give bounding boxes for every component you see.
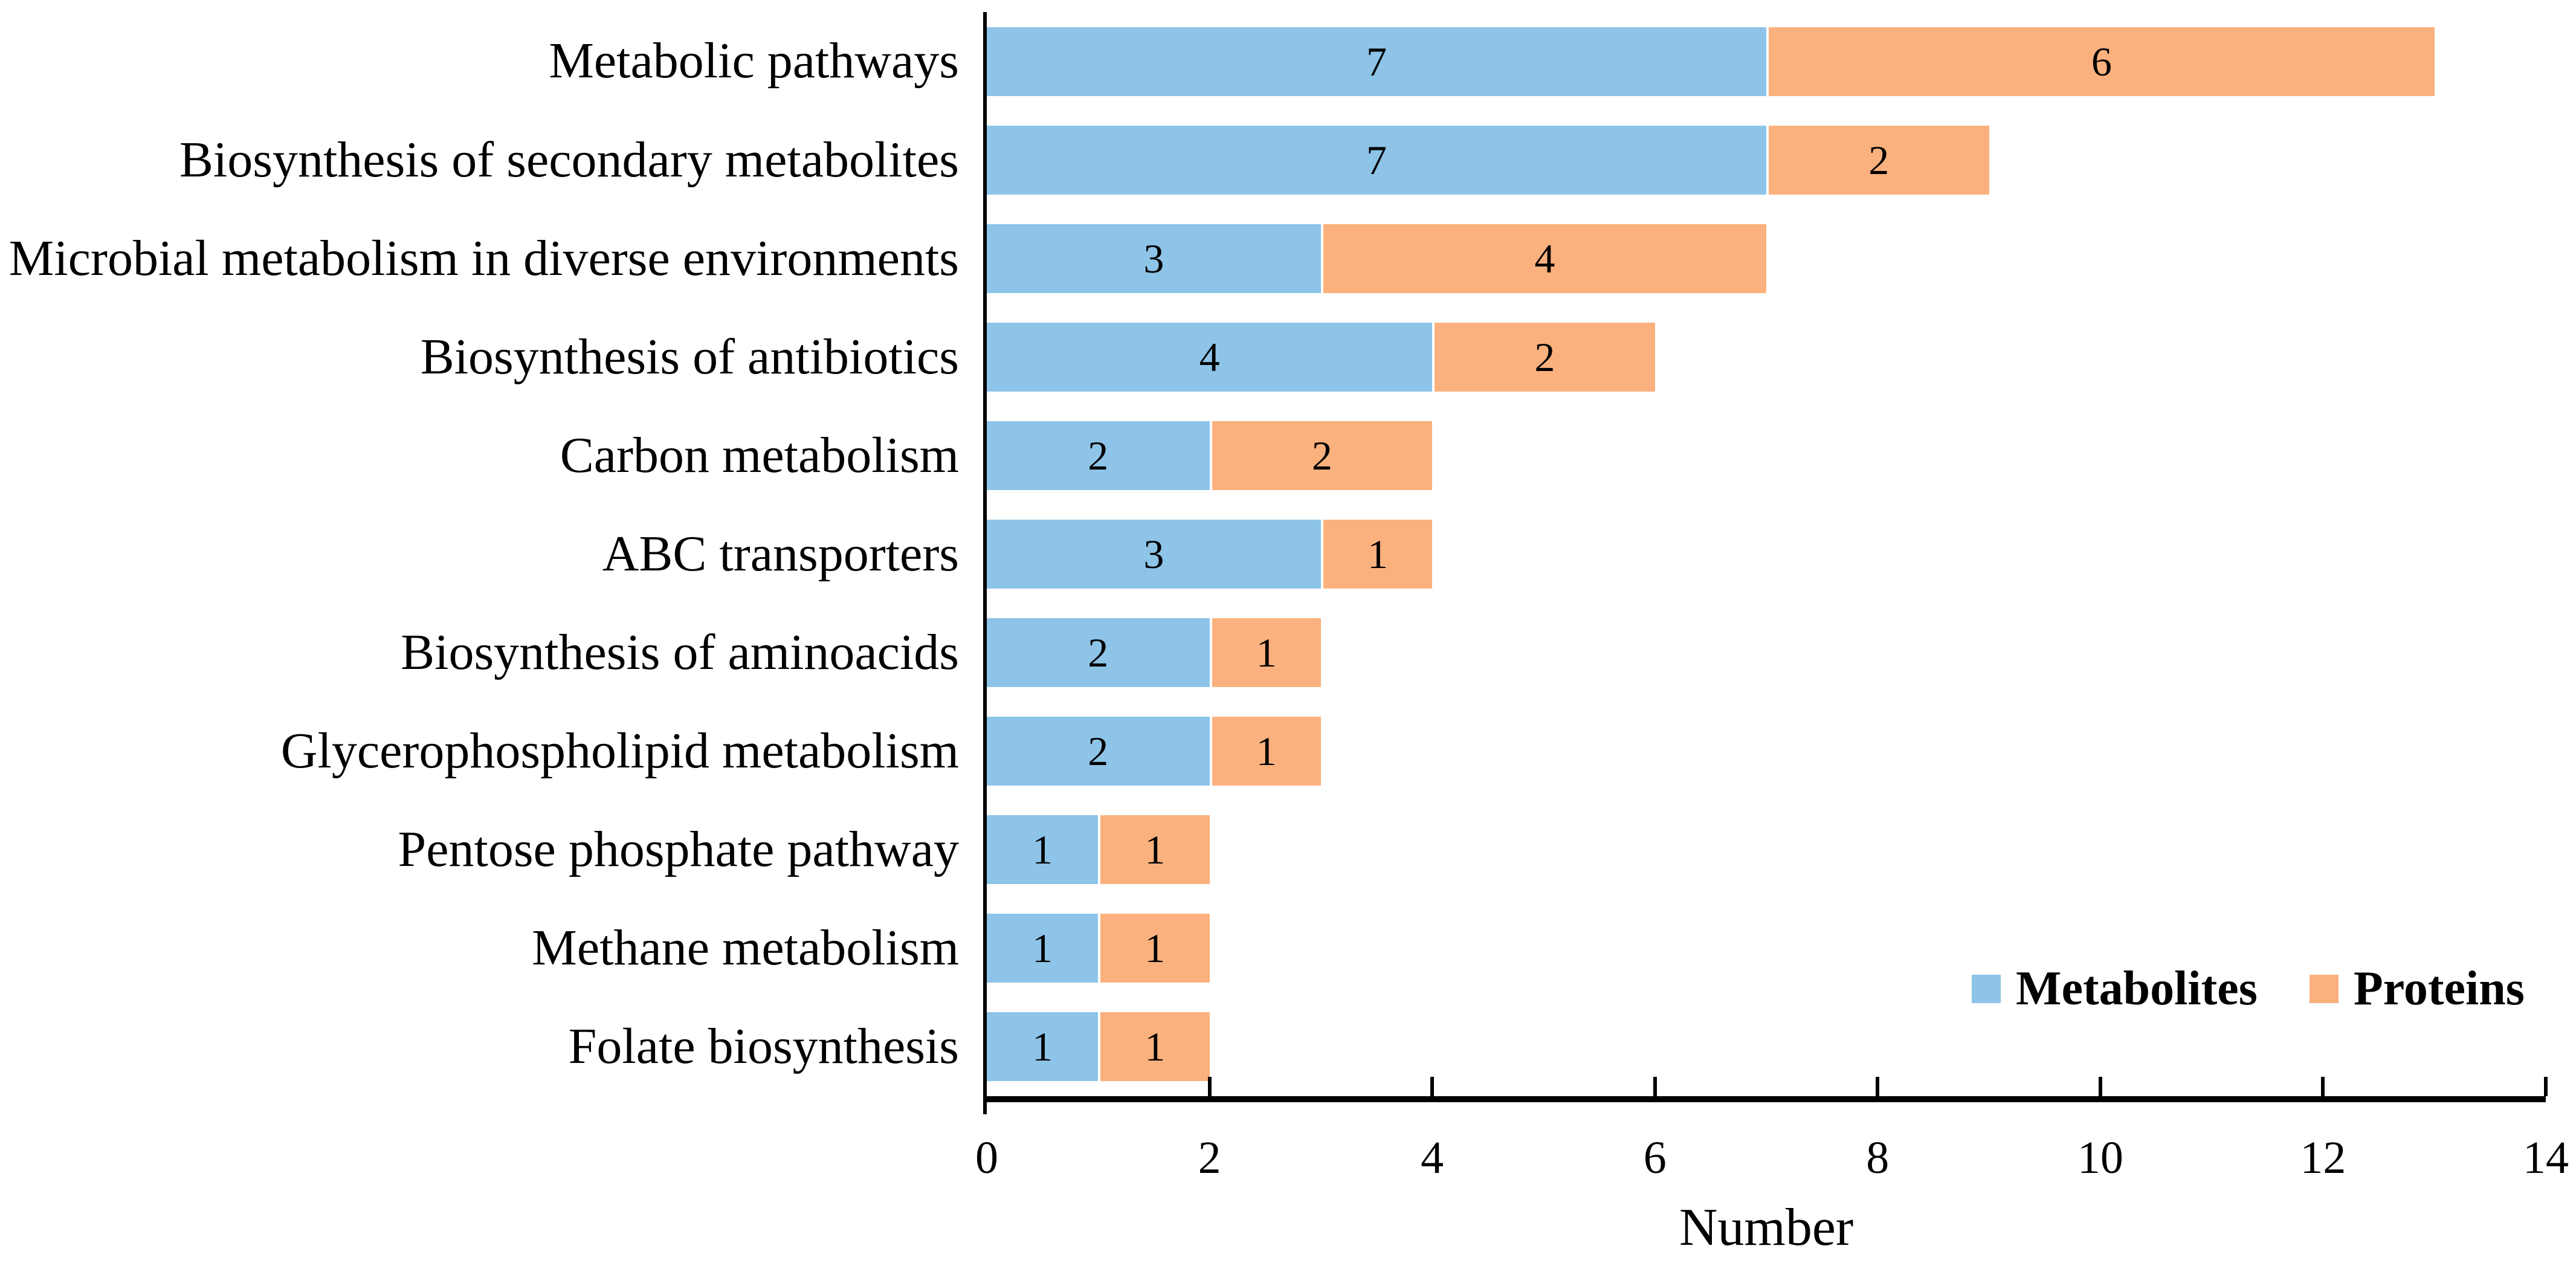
category-label: Methane metabolism xyxy=(532,920,959,977)
category-label: Carbon metabolism xyxy=(560,427,959,483)
bar-segment-proteins: 1 xyxy=(1209,717,1321,786)
bar-segment-metabolites: 2 xyxy=(987,421,1210,490)
bar-value-label: 1 xyxy=(1032,827,1053,873)
bar-value-label: 2 xyxy=(1311,432,1332,479)
bar-segment-proteins: 1 xyxy=(1098,914,1210,983)
category-label: Microbial metabolism in diverse environm… xyxy=(8,230,959,286)
x-axis-tick xyxy=(1430,1077,1435,1096)
legend-item-metabolites: Metabolites xyxy=(1972,964,2258,1013)
x-axis-tick-label: 10 xyxy=(2077,1132,2123,1183)
legend-swatch-proteins xyxy=(2309,974,2339,1003)
bar-segment-metabolites: 1 xyxy=(987,815,1099,885)
bar-value-label: 2 xyxy=(1868,137,1890,183)
legend-label-metabolites: Metabolites xyxy=(2016,962,2258,1015)
bar-segment-metabolites: 4 xyxy=(987,322,1433,392)
bar-value-label: 7 xyxy=(1366,38,1387,85)
bar-value-label: 3 xyxy=(1143,235,1164,282)
bar-segment-proteins: 2 xyxy=(1209,421,1433,490)
x-axis-zero-tick xyxy=(983,1102,987,1114)
bar-value-label: 1 xyxy=(1032,1024,1053,1070)
category-label: Biosynthesis of secondary metabolites xyxy=(179,131,959,188)
bar-value-label: 3 xyxy=(1143,531,1164,577)
category-labels: Metabolic pathways Biosynthesis of second… xyxy=(0,12,959,1096)
x-axis-tick xyxy=(1653,1077,1657,1096)
x-axis-tick xyxy=(2321,1077,2325,1096)
legend: Metabolites Proteins xyxy=(1972,964,2525,1013)
x-axis-tick-label: 12 xyxy=(2300,1132,2346,1183)
bar-value-label: 1 xyxy=(1256,630,1277,676)
bar-segment-metabolites: 3 xyxy=(987,520,1321,589)
category-label: ABC transporters xyxy=(602,525,959,582)
x-axis-tick-label: 0 xyxy=(975,1132,998,1183)
bar-value-label: 2 xyxy=(1534,334,1555,380)
x-axis-tick-label: 8 xyxy=(1866,1132,1890,1183)
x-axis-tick xyxy=(2544,1077,2548,1096)
bar-segment-metabolites: 1 xyxy=(987,914,1099,983)
bar-segment-metabolites: 7 xyxy=(987,27,1766,96)
bar-value-label: 7 xyxy=(1366,137,1387,183)
x-axis-tick-label: 14 xyxy=(2523,1132,2569,1183)
bar-value-label: 6 xyxy=(2091,38,2112,85)
x-axis-tick xyxy=(2098,1077,2102,1096)
category-label: Metabolic pathways xyxy=(549,33,959,89)
bar-value-label: 1 xyxy=(1032,925,1053,972)
bar-segment-proteins: 1 xyxy=(1098,1012,1210,1082)
bar-value-label: 1 xyxy=(1144,827,1166,873)
x-axis-tick-label: 4 xyxy=(1421,1132,1444,1183)
bar-value-label: 1 xyxy=(1256,728,1277,775)
category-label: Biosynthesis of aminoacids xyxy=(401,624,959,680)
bar-segment-proteins: 6 xyxy=(1766,27,2435,96)
bar-value-label: 2 xyxy=(1088,728,1109,775)
bar-value-label: 1 xyxy=(1144,925,1166,972)
bar-segment-metabolites: 1 xyxy=(987,1012,1099,1082)
category-label: Biosynthesis of antibiotics xyxy=(420,328,959,385)
legend-swatch-metabolites xyxy=(1972,974,2001,1003)
bar-segment-metabolites: 3 xyxy=(987,224,1321,293)
bar-value-label: 2 xyxy=(1088,630,1109,676)
x-axis-tick-label: 2 xyxy=(1198,1132,1221,1183)
x-axis-tick xyxy=(1207,1077,1212,1096)
legend-item-proteins: Proteins xyxy=(2309,962,2525,1015)
bar-segment-proteins: 1 xyxy=(1098,815,1210,885)
bar-segment-proteins: 2 xyxy=(1432,322,1655,392)
category-label: Pentose phosphate pathway xyxy=(398,821,959,878)
bar-segment-metabolites: 2 xyxy=(987,618,1210,688)
category-label: Folate biosynthesis xyxy=(568,1018,959,1075)
bar-value-label: 4 xyxy=(1199,334,1220,380)
bar-segment-proteins: 2 xyxy=(1766,125,1989,195)
x-axis-tick xyxy=(1876,1077,1880,1096)
category-label: Glycerophospholipid metabolism xyxy=(280,723,959,780)
legend-label-proteins: Proteins xyxy=(2353,962,2525,1015)
bar-segment-proteins: 4 xyxy=(1320,224,1766,293)
bar-value-label: 1 xyxy=(1144,1024,1166,1070)
x-axis-title: Number xyxy=(1679,1198,1854,1257)
x-axis-tick-labels: 0 2 4 6 8 10 12 14 xyxy=(975,1132,2569,1201)
x-axis-tick-label: 6 xyxy=(1643,1132,1667,1183)
bar-segment-proteins: 1 xyxy=(1320,520,1433,589)
bar-value-label: 4 xyxy=(1534,235,1555,282)
bar-value-label: 1 xyxy=(1367,531,1388,577)
bar-value-label: 2 xyxy=(1088,432,1109,479)
bar-segment-metabolites: 2 xyxy=(987,717,1210,786)
bar-segment-proteins: 1 xyxy=(1209,618,1321,688)
bar-segment-metabolites: 7 xyxy=(987,125,1766,195)
